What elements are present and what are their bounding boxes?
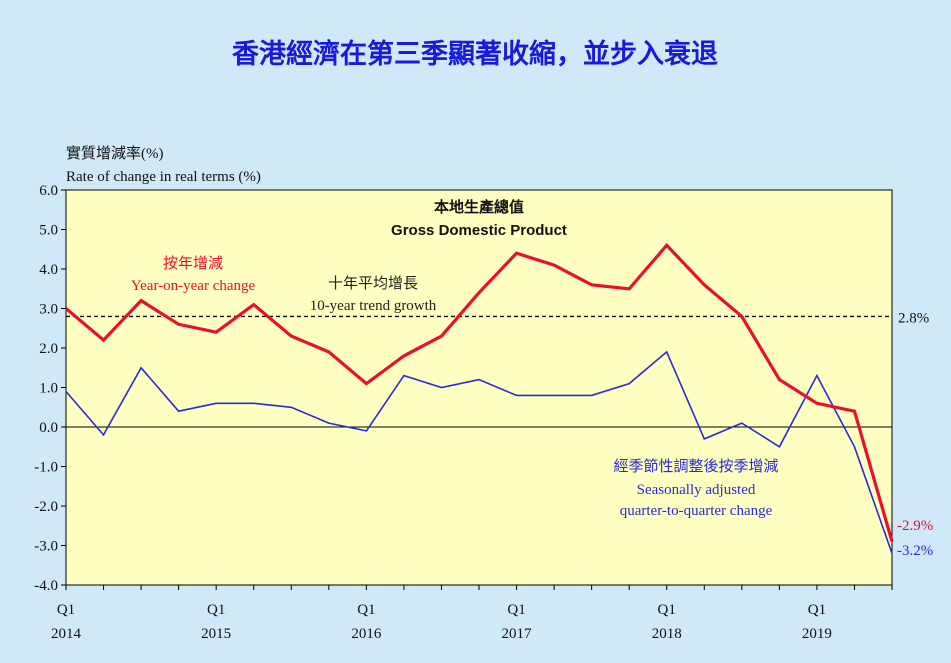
x-tick-year: 2014: [51, 626, 82, 642]
series-line-year-on-year: [64, 242, 894, 542]
x-tick-quarter: Q1: [207, 602, 225, 618]
x-tick-year: 2016: [351, 626, 382, 642]
x-tick-year: 2019: [802, 626, 832, 642]
y-tick-label: 0.0: [39, 420, 58, 436]
y-tick-label: 6.0: [39, 183, 58, 199]
sa-label-en-1: Seasonally adjusted: [637, 482, 756, 498]
x-tick-quarter: Q1: [808, 602, 826, 618]
series-line-seasonally-adjusted: [65, 350, 893, 554]
yoy-label-cn: 按年增減: [163, 255, 223, 272]
y-tick-label: -3.0: [34, 539, 58, 555]
x-tick-quarter: Q1: [357, 602, 375, 618]
y-axis: 6.0 5.0 4.0 3.0 2.0 1.0 0.0 -1.0 -2.0 -3.0 -4.0: [34, 183, 66, 594]
sa-end-label: -3.2%: [897, 543, 933, 559]
x-tick-quarter: Q1: [57, 602, 75, 618]
y-tick-label: -1.0: [34, 460, 58, 476]
y-tick-label: 1.0: [39, 381, 58, 397]
x-tick-year: 2015: [201, 626, 231, 642]
yoy-end-label: -2.9%: [897, 518, 933, 534]
trend-end-label: 2.8%: [898, 310, 929, 326]
chart-title: 本地生產總值: [434, 198, 524, 216]
y-tick-label: 2.0: [39, 341, 58, 357]
x-tick-quarter: Q1: [658, 602, 676, 618]
y-tick-label: -2.0: [34, 499, 58, 515]
plot-area: [65, 189, 893, 586]
sa-label-cn: 經季節性調整後按季增減: [613, 457, 778, 475]
y-axis-label-en: Rate of change in real terms (%): [66, 169, 261, 185]
y-tick-label: 3.0: [39, 302, 58, 318]
chart-subtitle: Gross Domestic Product: [391, 222, 567, 239]
sa-label-en-2: quarter-to-quarter change: [620, 503, 773, 519]
y-axis-label-cn: 實質增減率(%): [66, 144, 164, 162]
trend-label-cn: 十年平均增長: [328, 275, 418, 292]
x-axis: Q1 2014 Q1 2015 Q1 2016 Q1 2017 Q1 2018 Q1 2019: [51, 585, 893, 642]
y-tick-label: -4.0: [34, 578, 58, 594]
y-tick-label: 5.0: [39, 223, 58, 239]
trend-label-en: 10-year trend growth: [310, 298, 437, 314]
x-tick-quarter: Q1: [507, 602, 525, 618]
page-title: 香港經濟在第三季顯著收縮，並步入衰退: [232, 38, 718, 70]
yoy-label-en: Year-on-year change: [131, 278, 256, 294]
x-tick-year: 2017: [502, 626, 533, 642]
x-tick-year: 2018: [652, 626, 682, 642]
y-tick-label: 4.0: [39, 262, 58, 278]
